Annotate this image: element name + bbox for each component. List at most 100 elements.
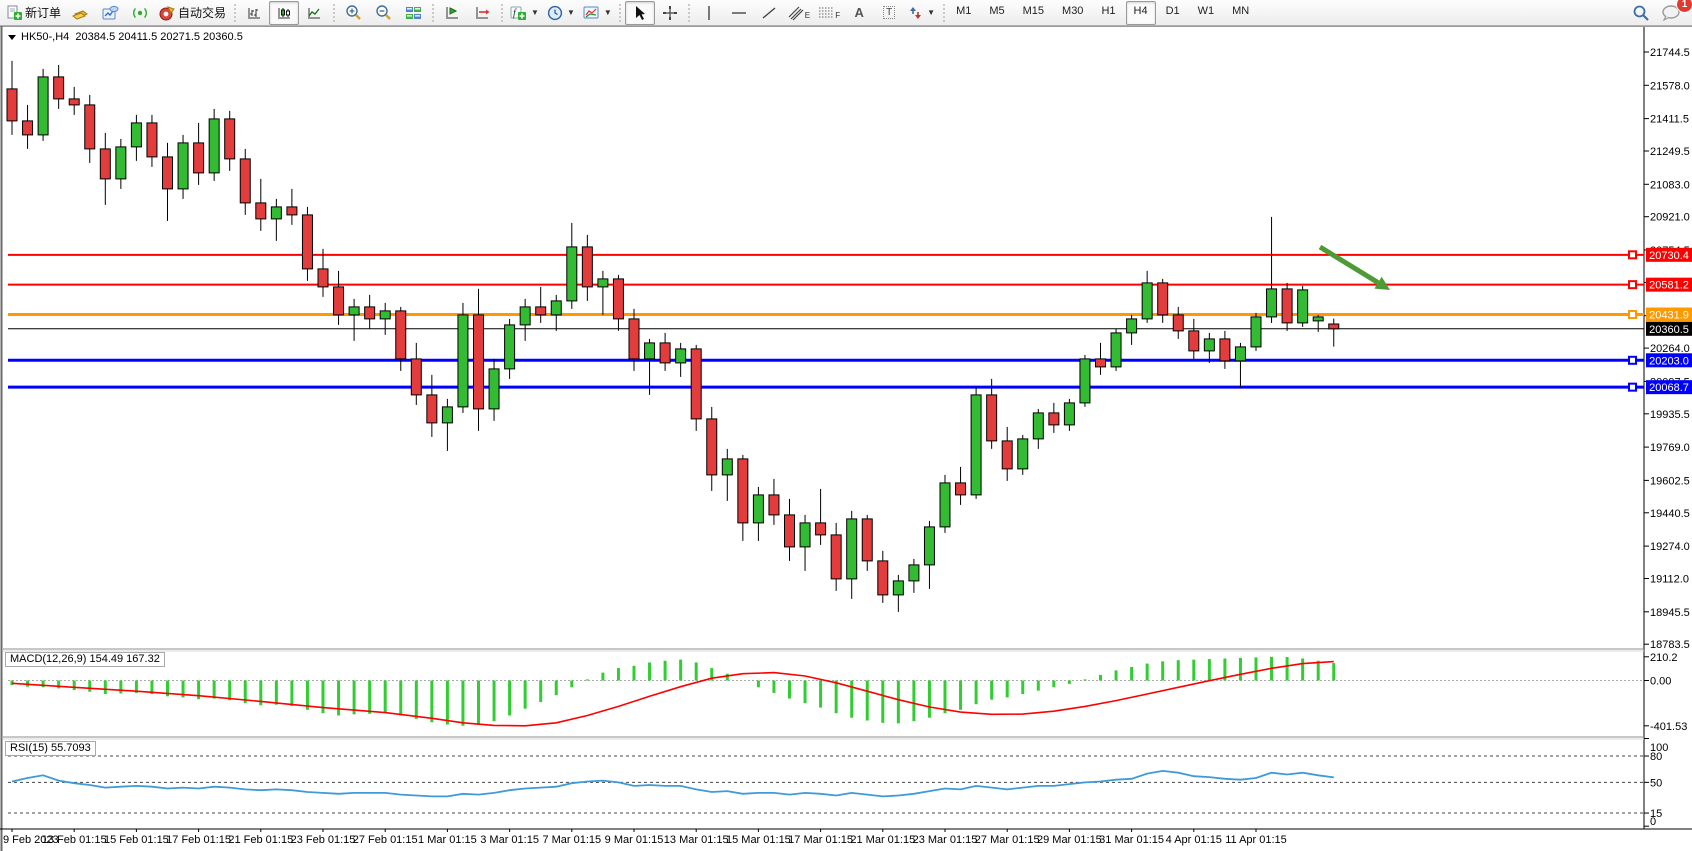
timeframe-w1-button[interactable]: W1 bbox=[1197, 4, 1215, 17]
svg-text:27 Feb 01:15: 27 Feb 01:15 bbox=[353, 834, 418, 846]
annotation-arrow[interactable] bbox=[1318, 244, 1390, 290]
macd-panel: 210.2 0.00 -401.53 bbox=[8, 652, 1687, 733]
timeframe-m1-button[interactable]: M1 bbox=[956, 4, 972, 17]
timeframe-h1-button[interactable]: H1 bbox=[1101, 4, 1116, 17]
macd-label: MACD(12,26,9) 154.49 167.32 bbox=[5, 652, 165, 667]
search-button[interactable] bbox=[1626, 1, 1656, 25]
vertical-line-icon bbox=[708, 5, 710, 20]
svg-text:3 Mar 01:15: 3 Mar 01:15 bbox=[480, 834, 539, 846]
line-chart-button[interactable] bbox=[299, 1, 329, 25]
text-button[interactable]: A bbox=[844, 1, 874, 25]
chart-title: HK50-,H4 20384.5 20411.5 20271.5 20360.5 bbox=[8, 31, 243, 43]
text-label-tool-icon: T bbox=[883, 6, 896, 19]
signals-button[interactable] bbox=[125, 1, 155, 25]
new-order-label: 新订单 bbox=[25, 6, 62, 20]
svg-text:-401.53: -401.53 bbox=[1650, 721, 1687, 733]
zoom-in-button[interactable] bbox=[338, 1, 368, 25]
timeframe-mn-button[interactable]: MN bbox=[1232, 4, 1250, 17]
cursor-icon bbox=[635, 5, 645, 20]
indicators-button[interactable]: f ▼ bbox=[506, 1, 543, 25]
equidistant-channel-button[interactable]: E bbox=[784, 1, 814, 25]
bar-chart-button[interactable] bbox=[239, 1, 269, 25]
svg-text:21 Feb 01:15: 21 Feb 01:15 bbox=[228, 834, 293, 846]
fibonacci-button[interactable]: F bbox=[814, 1, 844, 25]
svg-text:17 Feb 01:15: 17 Feb 01:15 bbox=[166, 834, 231, 846]
autotrade-icon bbox=[159, 5, 175, 20]
svg-text:15 Mar 01:15: 15 Mar 01:15 bbox=[726, 834, 791, 846]
autotrade-button[interactable]: 自动交易 bbox=[155, 1, 230, 25]
svg-text:0.00: 0.00 bbox=[1650, 676, 1671, 688]
svg-text:20068.7: 20068.7 bbox=[1649, 382, 1689, 394]
svg-text:9 Feb 2023: 9 Feb 2023 bbox=[3, 834, 59, 846]
symbol-dropdown-icon[interactable] bbox=[8, 34, 16, 40]
zoom-out-button[interactable] bbox=[368, 1, 398, 25]
chart-shift-button[interactable] bbox=[467, 1, 497, 25]
svg-text:80: 80 bbox=[1650, 751, 1662, 763]
trendline-button[interactable] bbox=[754, 1, 784, 25]
macd-signal-line bbox=[11, 660, 1334, 727]
vertical-line-button[interactable] bbox=[694, 1, 724, 25]
gold-deposit-button[interactable] bbox=[65, 1, 95, 25]
svg-text:1 Mar 01:15: 1 Mar 01:15 bbox=[418, 834, 477, 846]
timeframe-h4-button[interactable]: H4 bbox=[1125, 0, 1156, 25]
timeframe-d1-button[interactable]: D1 bbox=[1165, 4, 1180, 17]
new-order-icon bbox=[7, 5, 22, 20]
templates-dropdown-caret[interactable]: ▼ bbox=[603, 8, 612, 17]
svg-text:210.2: 210.2 bbox=[1650, 652, 1678, 664]
indicators-dropdown-caret[interactable]: ▼ bbox=[531, 8, 539, 17]
svg-text:19440.5: 19440.5 bbox=[1650, 508, 1690, 520]
svg-text:19112.0: 19112.0 bbox=[1650, 574, 1689, 586]
toolbar-grip bbox=[617, 3, 623, 22]
svg-text:20360.5: 20360.5 bbox=[1649, 324, 1689, 336]
horizontal-line-button[interactable] bbox=[724, 1, 754, 25]
svg-text:50: 50 bbox=[1650, 777, 1662, 789]
crosshair-icon bbox=[662, 5, 677, 20]
zoom-in-icon bbox=[345, 5, 361, 20]
svg-text:0: 0 bbox=[1650, 816, 1656, 828]
candlestick-chart-button[interactable] bbox=[269, 0, 300, 25]
svg-text:19769.0: 19769.0 bbox=[1650, 442, 1690, 454]
arrows-icon bbox=[910, 6, 922, 19]
tile-windows-button[interactable] bbox=[398, 1, 428, 25]
candlestick-series bbox=[6, 60, 1340, 612]
templates-button[interactable]: ▼ bbox=[579, 1, 616, 25]
rsi-line bbox=[11, 769, 1334, 798]
arrows-button[interactable]: ▼ bbox=[904, 1, 939, 25]
svg-text:31 Mar 01:15: 31 Mar 01:15 bbox=[1099, 834, 1164, 846]
cursor-button[interactable] bbox=[624, 0, 655, 25]
svg-text:21249.5: 21249.5 bbox=[1650, 146, 1690, 158]
svg-text:20203.0: 20203.0 bbox=[1649, 355, 1689, 367]
svg-text:100: 100 bbox=[1650, 742, 1668, 754]
timeframe-m30-button[interactable]: M30 bbox=[1062, 4, 1084, 17]
chart-title-symbol: HK50-,H4 bbox=[21, 31, 70, 43]
arrows-dropdown-caret[interactable]: ▼ bbox=[927, 8, 936, 17]
timeframe-m15-button[interactable]: M15 bbox=[1022, 4, 1045, 17]
auto-scroll-button[interactable] bbox=[437, 1, 467, 25]
periods-button[interactable]: ▼ bbox=[543, 1, 579, 25]
price-level-lines[interactable] bbox=[8, 250, 1644, 392]
crosshair-button[interactable] bbox=[655, 1, 685, 25]
chart-cloud-icon bbox=[102, 5, 119, 19]
periods-dropdown-caret[interactable]: ▼ bbox=[566, 8, 575, 17]
chat-button[interactable]: 1 bbox=[1656, 0, 1692, 25]
svg-text:21744.5: 21744.5 bbox=[1650, 47, 1690, 59]
fibonacci-icon bbox=[819, 7, 834, 17]
svg-text:20431.9: 20431.9 bbox=[1649, 310, 1689, 322]
rsi-label: RSI(15) 55.7093 bbox=[5, 741, 96, 756]
svg-text:20581.2: 20581.2 bbox=[1649, 280, 1689, 292]
timeframe-m5-button[interactable]: M5 bbox=[989, 4, 1005, 17]
svg-text:23 Mar 01:15: 23 Mar 01:15 bbox=[913, 834, 978, 846]
chart-shift-icon bbox=[475, 6, 490, 18]
fibo-letter-label: F bbox=[835, 11, 841, 20]
main-toolbar: 新订单 自动交易 f ▼ ▼ bbox=[0, 0, 1692, 26]
toolbar-grip bbox=[430, 3, 436, 22]
svg-text:19935.5: 19935.5 bbox=[1650, 409, 1690, 421]
channel-letter-label: E bbox=[804, 11, 811, 20]
text-label-button[interactable]: T bbox=[874, 1, 904, 25]
svg-text:13 Feb 01:15: 13 Feb 01:15 bbox=[42, 834, 107, 846]
svg-text:21411.5: 21411.5 bbox=[1650, 114, 1689, 126]
chart-publish-button[interactable] bbox=[95, 1, 125, 25]
new-order-button[interactable]: 新订单 bbox=[2, 1, 65, 25]
